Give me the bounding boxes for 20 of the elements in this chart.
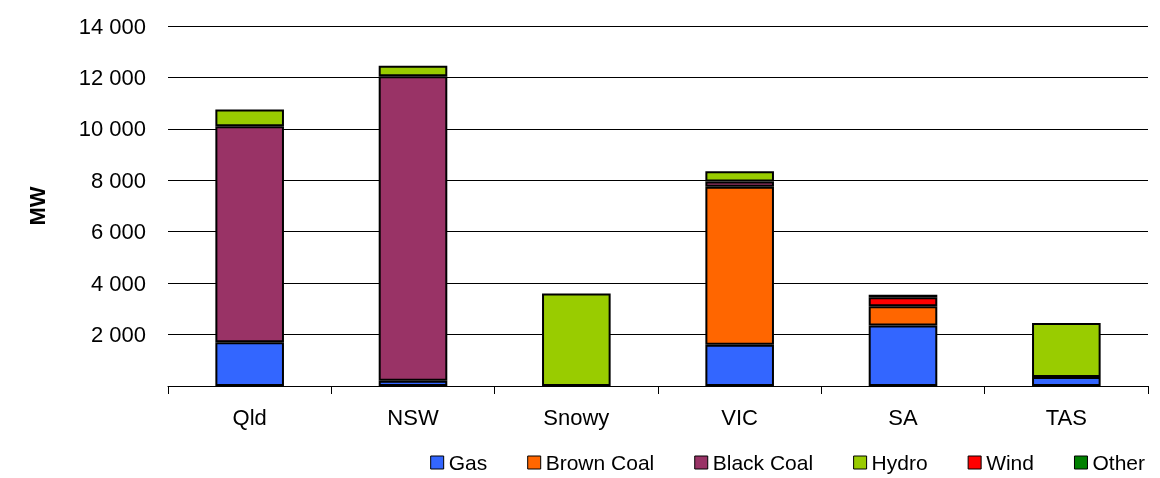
y-axis-title: MW (24, 186, 50, 226)
y-tick-label: 14 000 (78, 13, 146, 39)
x-tick-label: TAS (1045, 404, 1087, 430)
legend-label: Gas (448, 451, 488, 474)
y-tick-label: 12 000 (78, 64, 146, 90)
y-tick-label: 10 000 (78, 116, 146, 142)
x-tick-label: Qld (232, 404, 267, 430)
y-tick-label: 8 000 (90, 167, 146, 193)
y-tick-label: 2 000 (90, 322, 146, 348)
legend-label: Black Coal (712, 451, 814, 474)
x-tick-label: Snowy (543, 404, 610, 430)
y-tick-label: 4 000 (90, 270, 146, 296)
y-tick-label: 6 000 (90, 219, 146, 245)
legend-label: Other (1092, 451, 1146, 474)
legend-label: Brown Coal (545, 451, 655, 474)
x-tick-label: SA (888, 404, 918, 430)
x-tick-label: NSW (387, 404, 439, 430)
legend-label: Wind (986, 451, 1034, 474)
legend-label: Hydro (871, 451, 928, 474)
x-tick-label: VIC (721, 404, 759, 430)
